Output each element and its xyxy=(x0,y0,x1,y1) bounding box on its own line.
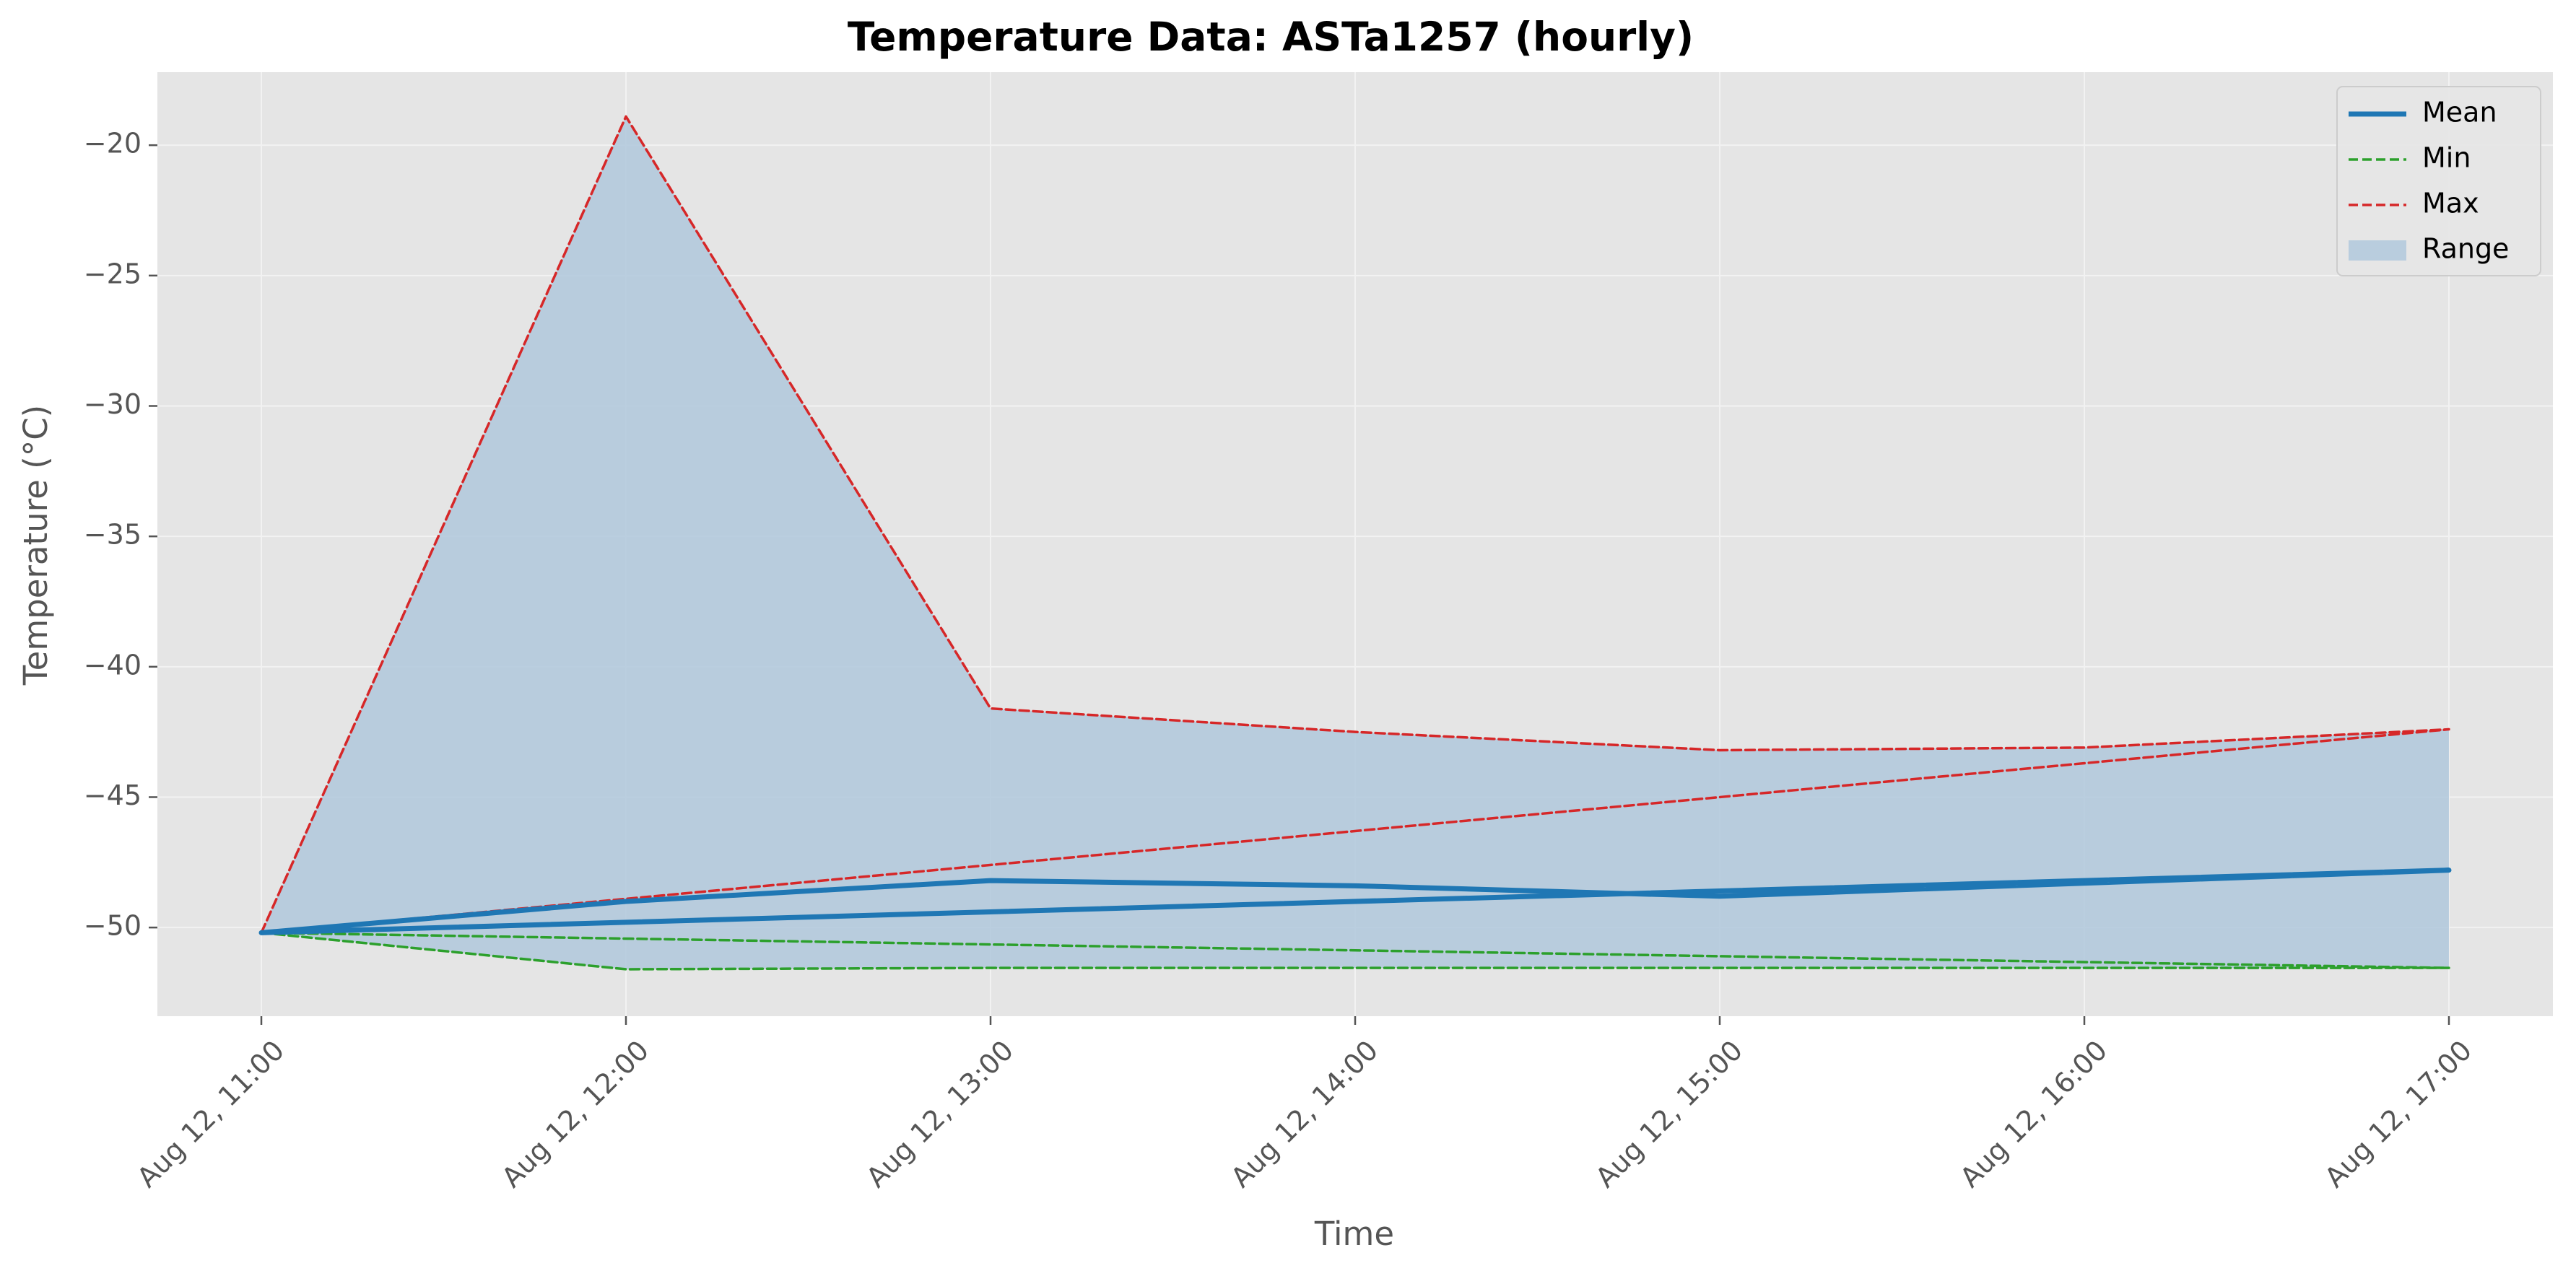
chart-title: Temperature Data: ASTa1257 (hourly) xyxy=(848,14,1694,60)
x-tick-label: Aug 12, 15:00 xyxy=(1589,1034,1749,1194)
range-fill-area xyxy=(261,116,2449,969)
legend-swatch-range xyxy=(2349,240,2406,261)
x-tick-label: Aug 12, 17:00 xyxy=(2318,1034,2478,1194)
y-axis-ticks: −50 −45 −40 −35 −30 −25 −20 xyxy=(84,128,157,942)
x-tick-label: Aug 12, 11:00 xyxy=(131,1034,290,1194)
y-tick-label: −30 xyxy=(84,388,142,420)
series-line-min xyxy=(260,931,2450,971)
y-tick-label: −20 xyxy=(84,128,142,160)
legend-label-max: Max xyxy=(2422,188,2479,219)
legend-label-mean: Mean xyxy=(2422,97,2497,128)
series-lines-layer xyxy=(258,115,2452,971)
series-line-mean xyxy=(258,868,2452,935)
y-tick-label: −25 xyxy=(84,258,142,289)
legend-label-min: Min xyxy=(2422,142,2471,174)
y-tick-label: −40 xyxy=(84,649,142,681)
x-tick-label: Aug 12, 12:00 xyxy=(495,1034,655,1194)
legend-label-range: Range xyxy=(2422,233,2509,265)
y-tick-label: −35 xyxy=(84,519,142,551)
x-tick-label: Aug 12, 14:00 xyxy=(1224,1034,1384,1194)
y-tick-label: −50 xyxy=(84,910,142,942)
legend: Mean Min Max Range xyxy=(2336,86,2541,276)
x-tick-label: Aug 12, 13:00 xyxy=(860,1034,1019,1194)
y-tick-label: −45 xyxy=(84,779,142,811)
x-axis-ticks: Aug 12, 11:00 Aug 12, 12:00 Aug 12, 13:00 A… xyxy=(131,1016,2478,1194)
series-line-max xyxy=(260,115,2450,935)
x-axis-label: Time xyxy=(1314,1215,1394,1253)
x-tick-label: Aug 12, 16:00 xyxy=(1954,1034,2113,1194)
range-fill-layer xyxy=(261,116,2449,969)
legend-box xyxy=(2336,86,2541,276)
y-axis-label: Temperature (°C) xyxy=(17,405,55,686)
